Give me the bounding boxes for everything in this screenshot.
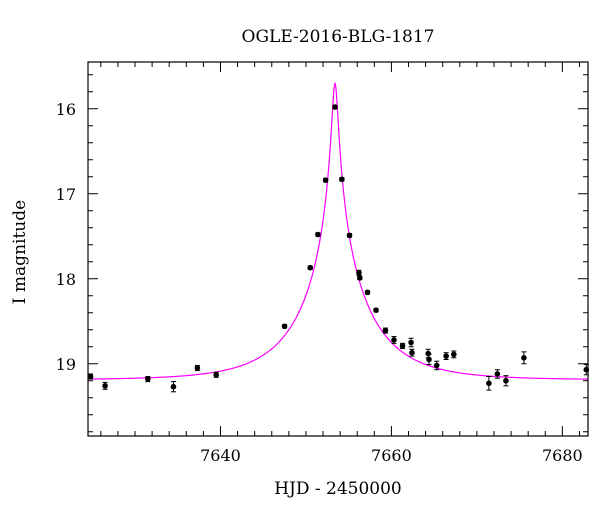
data-point — [194, 364, 201, 372]
x-tick-label: 7640 — [200, 446, 241, 465]
x-tick-label: 7680 — [542, 446, 583, 465]
y-tick-label: 16 — [56, 100, 76, 119]
y-axis-label: I magnitude — [10, 200, 30, 304]
data-point — [399, 342, 406, 349]
data-marker — [486, 380, 492, 387]
data-point — [521, 351, 527, 365]
data-point — [391, 336, 397, 344]
data-point — [102, 381, 108, 390]
data-marker — [494, 371, 501, 377]
data-marker — [346, 232, 353, 239]
data-marker — [281, 323, 288, 330]
data-point — [332, 104, 338, 110]
data-point — [373, 307, 379, 314]
data-marker — [307, 264, 314, 271]
data-point — [382, 327, 389, 334]
data-marker — [356, 270, 362, 276]
chart-title: OGLE-2016-BLG-1817 — [242, 27, 435, 47]
data-point — [408, 337, 414, 348]
data-point — [281, 323, 288, 330]
data-point — [339, 176, 345, 183]
data-marker — [102, 383, 108, 389]
data-point — [356, 275, 363, 281]
plot-frame — [87, 61, 589, 437]
data-marker — [399, 343, 406, 349]
data-marker — [87, 373, 94, 380]
data-point — [503, 375, 509, 387]
data-point — [145, 376, 151, 383]
data-point — [87, 373, 94, 380]
data-marker — [409, 349, 415, 356]
data-marker — [425, 350, 431, 357]
data-marker — [170, 383, 177, 390]
data-marker — [364, 289, 371, 296]
data-marker — [521, 355, 527, 361]
data-point — [451, 350, 457, 359]
data-marker — [443, 353, 449, 359]
data-point — [409, 348, 415, 357]
data-point — [346, 232, 353, 239]
data-marker — [332, 104, 338, 110]
data-marker — [315, 231, 321, 238]
model-curve — [88, 82, 588, 380]
y-tick-label: 19 — [56, 355, 76, 374]
data-marker — [408, 339, 414, 346]
axis-ticks — [88, 62, 588, 436]
data-point — [494, 369, 501, 379]
data-marker — [145, 376, 151, 382]
data-marker — [213, 372, 220, 378]
tick-labels: 7640 7660 7680 16 17 18 19 — [56, 100, 583, 465]
data-point — [364, 289, 371, 296]
x-tick-label: 7660 — [371, 446, 412, 465]
data-point — [433, 360, 440, 371]
plot-area — [87, 82, 590, 393]
data-marker — [426, 356, 432, 363]
data-marker — [503, 377, 509, 384]
data-marker — [451, 351, 457, 358]
data-marker — [339, 176, 345, 183]
data-marker — [373, 307, 379, 314]
data-point — [322, 177, 329, 183]
data-point — [315, 231, 321, 238]
data-point — [425, 348, 431, 359]
data-point — [443, 352, 449, 360]
y-tick-label: 17 — [56, 185, 76, 204]
data-point — [213, 371, 220, 378]
y-tick-label: 18 — [56, 270, 76, 289]
data-marker — [194, 365, 201, 371]
data-marker — [433, 362, 440, 369]
data-point — [356, 269, 362, 276]
data-marker — [391, 337, 397, 343]
data-marker — [382, 327, 389, 334]
data-point — [486, 376, 492, 391]
data-point — [426, 353, 432, 366]
data-point — [170, 381, 177, 393]
data-marker — [322, 177, 329, 183]
data-marker — [356, 275, 363, 281]
data-point — [307, 264, 314, 271]
x-axis-label: HJD - 2450000 — [274, 479, 402, 499]
